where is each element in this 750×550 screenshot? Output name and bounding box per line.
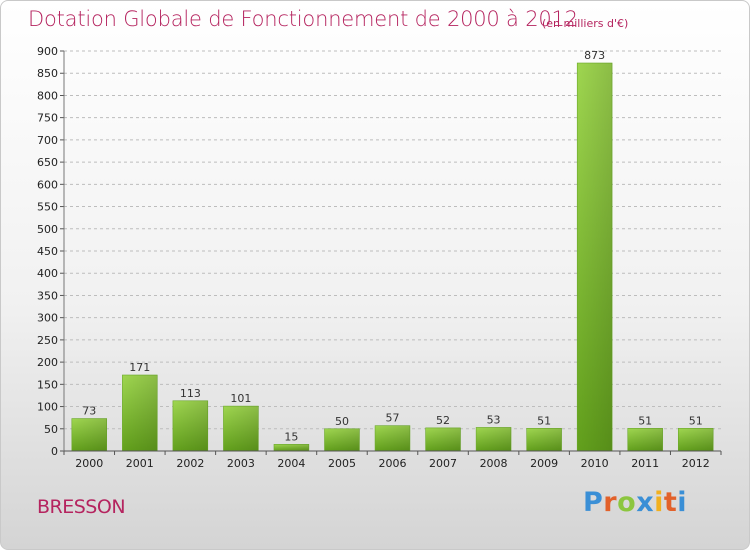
- bar-value-label: 51: [537, 414, 551, 427]
- chart-title: Dotation Globale de Fonctionnement de 20…: [28, 7, 578, 31]
- y-tick-label: 500: [37, 223, 58, 236]
- bar-shade: [577, 63, 613, 451]
- logo-letter: o: [617, 487, 637, 518]
- chart-subtitle: (en milliers d'€): [542, 17, 629, 30]
- bar-shade: [122, 375, 158, 451]
- bar-value-label: 101: [230, 392, 251, 405]
- bar-shade: [172, 400, 208, 451]
- bar-value-label: 113: [180, 387, 201, 400]
- logo-letter: P: [583, 487, 604, 518]
- y-tick-label: 150: [37, 378, 58, 391]
- bar-value-label: 57: [386, 412, 400, 425]
- y-tick-label: 800: [37, 89, 58, 102]
- x-tick-label: 2011: [631, 457, 659, 470]
- bar-shade: [273, 444, 309, 451]
- bar-shade: [425, 427, 461, 451]
- x-tick-label: 2004: [277, 457, 305, 470]
- bar-value-label: 52: [436, 414, 450, 427]
- y-axis: 0 50 100 150 200 250 300 350 400 450 500 550 600 650 7…: [37, 45, 65, 458]
- logo-letter: i: [654, 487, 664, 518]
- y-tick-label: 750: [37, 112, 58, 125]
- y-tick-label: 550: [37, 201, 58, 214]
- y-tick-label: 300: [37, 312, 58, 325]
- bar-shade: [324, 428, 360, 451]
- x-tick-label: 2012: [682, 457, 710, 470]
- bar-value-label: 50: [335, 415, 349, 428]
- y-tick-label: 650: [37, 156, 58, 169]
- bar-value-label: 73: [82, 405, 96, 418]
- x-tick-label: 2009: [530, 457, 558, 470]
- y-tick-label: 600: [37, 178, 58, 191]
- bar-shade: [71, 418, 107, 451]
- bars: 73 171 113 101 15 50 57 52 53 51 873 51 51: [71, 49, 714, 452]
- bar-value-label: 51: [689, 414, 703, 427]
- bar-shade: [223, 406, 259, 451]
- y-tick-label: 900: [37, 45, 58, 58]
- logo-letter: i: [677, 487, 688, 518]
- x-tick-label: 2002: [176, 457, 204, 470]
- grid-lines: [64, 50, 721, 452]
- bar-shade: [678, 428, 714, 451]
- logo-letter: t: [663, 487, 678, 518]
- x-tick-label: 2007: [429, 457, 457, 470]
- x-tick-label: 2008: [480, 457, 508, 470]
- logo-letter: r: [603, 487, 618, 518]
- bar-shade: [375, 425, 410, 451]
- bar-shade: [476, 427, 512, 451]
- x-tick-label: 2001: [126, 457, 154, 470]
- x-tick-label: 2000: [75, 457, 103, 470]
- y-tick-label: 50: [44, 423, 58, 436]
- y-tick-label: 700: [37, 134, 58, 147]
- y-tick-label: 400: [37, 267, 58, 280]
- x-tick-label: 2005: [328, 457, 356, 470]
- y-tick-label: 0: [51, 445, 58, 458]
- bar-shade: [526, 428, 562, 451]
- bar-value-label: 15: [284, 430, 298, 443]
- y-tick-label: 100: [37, 401, 58, 414]
- y-tick-label: 450: [37, 245, 58, 258]
- bar-value-label: 171: [129, 361, 150, 374]
- bar-value-label: 873: [584, 49, 605, 62]
- logo-letter: x: [636, 487, 655, 518]
- y-tick-label: 200: [37, 356, 58, 369]
- x-tick-label: 2003: [227, 457, 255, 470]
- bar-value-label: 53: [487, 413, 501, 426]
- bar-value-label: 51: [638, 414, 652, 427]
- x-axis: 2000 2001 2002 2003 2004 2005 2006 2007 2008 2009…: [63, 450, 722, 470]
- y-tick-label: 250: [37, 334, 58, 347]
- y-tick-label: 850: [37, 67, 58, 80]
- proxiti-logo: Proxiti: [583, 487, 687, 518]
- x-tick-label: 2010: [581, 457, 609, 470]
- commune-name: BRESSON: [37, 496, 126, 518]
- x-tick-label: 2006: [379, 457, 407, 470]
- bar-shade: [627, 428, 663, 451]
- y-tick-label: 350: [37, 289, 58, 302]
